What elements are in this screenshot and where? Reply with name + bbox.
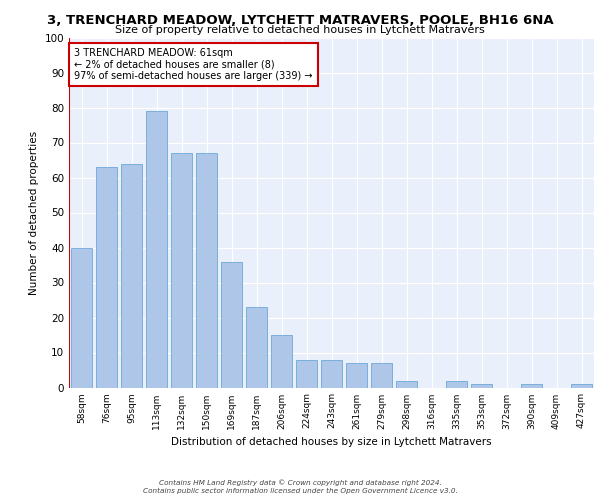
- Text: 3 TRENCHARD MEADOW: 61sqm
← 2% of detached houses are smaller (8)
97% of semi-de: 3 TRENCHARD MEADOW: 61sqm ← 2% of detach…: [74, 48, 313, 81]
- Bar: [446, 380, 467, 388]
- Y-axis label: Number of detached properties: Number of detached properties: [29, 130, 39, 294]
- Bar: [96, 167, 117, 388]
- Bar: [471, 384, 492, 388]
- Bar: [221, 262, 242, 388]
- Text: Size of property relative to detached houses in Lytchett Matravers: Size of property relative to detached ho…: [115, 25, 485, 35]
- Bar: [321, 360, 342, 388]
- Bar: [396, 380, 417, 388]
- Bar: [521, 384, 542, 388]
- Bar: [196, 153, 217, 388]
- X-axis label: Distribution of detached houses by size in Lytchett Matravers: Distribution of detached houses by size …: [171, 437, 492, 447]
- Bar: [121, 164, 142, 388]
- Text: 3, TRENCHARD MEADOW, LYTCHETT MATRAVERS, POOLE, BH16 6NA: 3, TRENCHARD MEADOW, LYTCHETT MATRAVERS,…: [47, 14, 553, 27]
- Bar: [371, 363, 392, 388]
- Bar: [296, 360, 317, 388]
- Bar: [346, 363, 367, 388]
- Bar: [246, 307, 267, 388]
- Text: Contains HM Land Registry data © Crown copyright and database right 2024.
Contai: Contains HM Land Registry data © Crown c…: [143, 480, 457, 494]
- Bar: [71, 248, 92, 388]
- Bar: [171, 153, 192, 388]
- Bar: [571, 384, 592, 388]
- Bar: [146, 111, 167, 388]
- Bar: [271, 335, 292, 388]
